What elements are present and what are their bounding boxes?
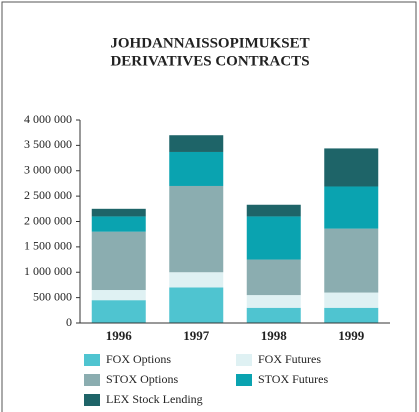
x-tick-label: 1999	[338, 328, 365, 343]
legend-label: LEX Stock Lending	[106, 392, 203, 406]
bar-segment	[246, 216, 301, 260]
y-tick-label: 1 000 000	[24, 264, 72, 278]
y-tick-label: 2 500 000	[24, 188, 72, 202]
x-tick-label: 1997	[183, 328, 210, 343]
chart-title: DERIVATIVES CONTRACTS	[110, 53, 309, 69]
legend-label: STOX Options	[106, 372, 178, 386]
legend-swatch	[84, 374, 100, 386]
y-tick-label: 0	[66, 315, 72, 329]
bar-segment	[169, 135, 224, 152]
legend-label: FOX Futures	[258, 352, 321, 366]
y-tick-label: 3 500 000	[24, 137, 72, 151]
bar-segment	[324, 148, 379, 187]
bar-segment	[324, 228, 379, 293]
y-tick-label: 500 000	[33, 289, 72, 303]
bar-segment	[246, 204, 301, 217]
chart-title: JOHDANNAISSOPIMUKSET	[110, 35, 309, 51]
y-tick-label: 3 000 000	[24, 163, 72, 177]
legend-swatch	[84, 394, 100, 406]
legend-label: STOX Futures	[258, 372, 328, 386]
y-tick-label: 1 500 000	[24, 239, 72, 253]
y-tick-label: 4 000 000	[24, 112, 72, 126]
bar-segment	[324, 307, 379, 323]
legend-swatch	[84, 354, 100, 366]
bar-segment	[169, 185, 224, 273]
bar-segment	[246, 307, 301, 323]
legend-label: FOX Options	[106, 352, 171, 366]
bar-segment	[246, 259, 301, 296]
bar-segment	[169, 287, 224, 323]
legend-swatch	[236, 374, 252, 386]
x-tick-label: 1998	[261, 328, 288, 343]
bar-segment	[169, 272, 224, 288]
bar-segment	[169, 151, 224, 186]
y-tick-label: 2 000 000	[24, 213, 72, 227]
bar-segment	[324, 186, 379, 229]
x-tick-label: 1996	[106, 328, 133, 343]
bar-segment	[324, 292, 379, 308]
bar-segment	[91, 208, 146, 217]
bar-segment	[91, 300, 146, 323]
bar-segment	[91, 216, 146, 232]
bar-segment	[91, 290, 146, 301]
bar-segment	[91, 231, 146, 291]
bar-segment	[246, 295, 301, 308]
legend-swatch	[236, 354, 252, 366]
